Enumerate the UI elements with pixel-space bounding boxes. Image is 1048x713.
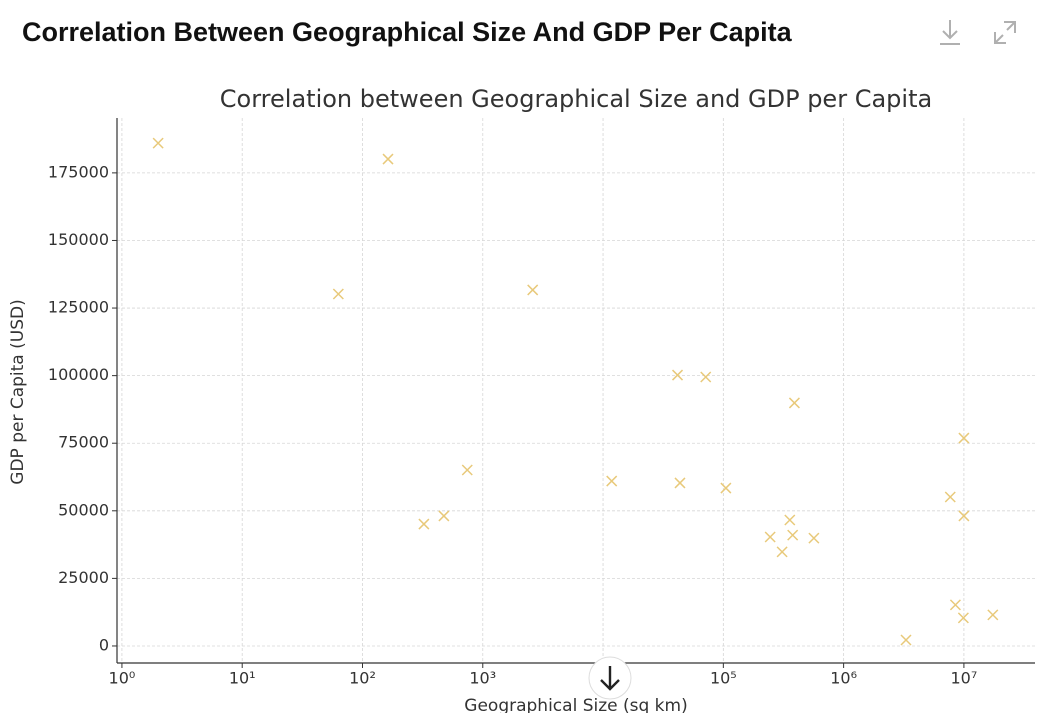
point	[776, 546, 788, 558]
point	[332, 288, 344, 300]
header-title: Correlation Between Geographical Size An…	[22, 17, 793, 47]
x-tick-label: 10⁷	[951, 669, 978, 688]
point	[944, 491, 956, 503]
point	[808, 532, 820, 544]
point	[606, 475, 618, 487]
point	[461, 464, 473, 476]
point	[418, 518, 430, 530]
scroll-down-button[interactable]	[588, 656, 632, 700]
x-tick-label: 10⁰	[109, 669, 136, 688]
point	[900, 634, 912, 646]
point	[671, 369, 684, 381]
point	[382, 153, 394, 165]
point	[788, 397, 800, 409]
y-tick-label: 50000	[58, 500, 109, 519]
point	[674, 477, 686, 489]
y-tick-label: 125000	[48, 298, 109, 317]
point	[764, 531, 776, 543]
expand-button[interactable]	[994, 21, 1016, 44]
point	[949, 599, 961, 611]
y-tick-label: 0	[99, 635, 109, 654]
chart-title: Correlation between Geographical Size an…	[220, 85, 932, 113]
y-tick-label: 25000	[58, 568, 109, 587]
y-tick-label: 150000	[48, 230, 109, 249]
download-button[interactable]	[940, 20, 960, 45]
x-tick-label: 10¹	[229, 669, 256, 688]
point	[958, 510, 970, 522]
point	[152, 137, 164, 149]
x-tick-label: 10⁵	[710, 669, 737, 688]
point	[784, 514, 796, 526]
point	[987, 609, 999, 621]
point	[527, 284, 539, 296]
y-tick-label: 175000	[48, 162, 109, 181]
plot: 0 25000 50000 75000 100000 125000 150000 175000…	[48, 118, 1035, 688]
x-tick-label: 10⁶	[830, 669, 857, 688]
x-tick-label: 10³	[469, 669, 496, 688]
y-tick-label: 75000	[58, 433, 109, 452]
x-axis-label: Geographical Size (sq km)	[464, 696, 687, 713]
x-tick-label: 10²	[349, 669, 376, 688]
y-tick-label: 100000	[48, 365, 109, 384]
point	[720, 482, 732, 494]
point	[700, 371, 712, 383]
point	[958, 432, 970, 444]
point	[438, 510, 450, 522]
point	[787, 529, 799, 541]
y-axis-label: GDP per Capita (USD)	[8, 299, 28, 484]
point	[957, 612, 969, 624]
